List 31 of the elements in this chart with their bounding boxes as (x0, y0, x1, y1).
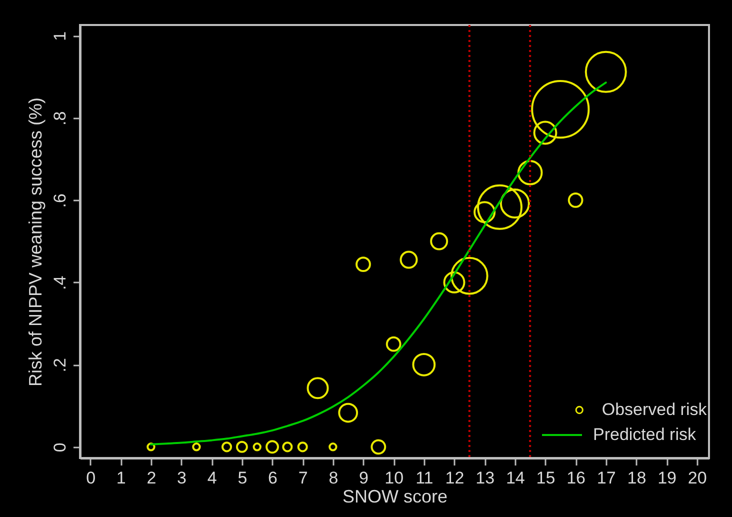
y-tick-label: .4 (50, 276, 70, 290)
x-tick-label: 3 (177, 468, 187, 488)
x-tick-label: 11 (416, 468, 434, 488)
x-tick-label: 0 (86, 468, 96, 488)
y-tick-label: 1 (50, 31, 70, 41)
x-tick-label: 18 (627, 468, 646, 488)
x-tick-label: 13 (476, 468, 495, 488)
x-tick-label: 12 (445, 468, 464, 488)
y-axis-title: Risk of NIPPV weaning success (%) (26, 97, 46, 387)
x-tick-label: 16 (566, 468, 586, 488)
x-tick-label: 1 (116, 468, 126, 488)
x-tick-label: 20 (688, 468, 707, 488)
x-tick-label: 5 (238, 468, 248, 488)
x-tick-label: 6 (268, 468, 278, 488)
x-tick-label: 9 (359, 468, 368, 488)
y-tick-label: .8 (50, 111, 70, 126)
x-tick-label: 2 (146, 468, 156, 488)
y-tick-label: .2 (50, 358, 70, 372)
y-tick-label: 0 (50, 442, 70, 452)
legend-label: Observed risk (602, 400, 708, 419)
x-tick-label: 4 (207, 468, 217, 488)
legend-label: Predicted risk (593, 425, 696, 444)
x-tick-label: 17 (596, 468, 616, 488)
x-tick-label: 19 (658, 468, 676, 488)
x-tick-label: 15 (536, 468, 556, 488)
x-tick-label: 14 (506, 468, 525, 488)
x-tick-label: 10 (384, 468, 404, 488)
y-tick-label: .6 (50, 194, 70, 208)
x-axis-title: SNOW score (342, 486, 448, 506)
x-tick-label: 7 (298, 468, 308, 488)
x-tick-label: 8 (328, 468, 338, 488)
